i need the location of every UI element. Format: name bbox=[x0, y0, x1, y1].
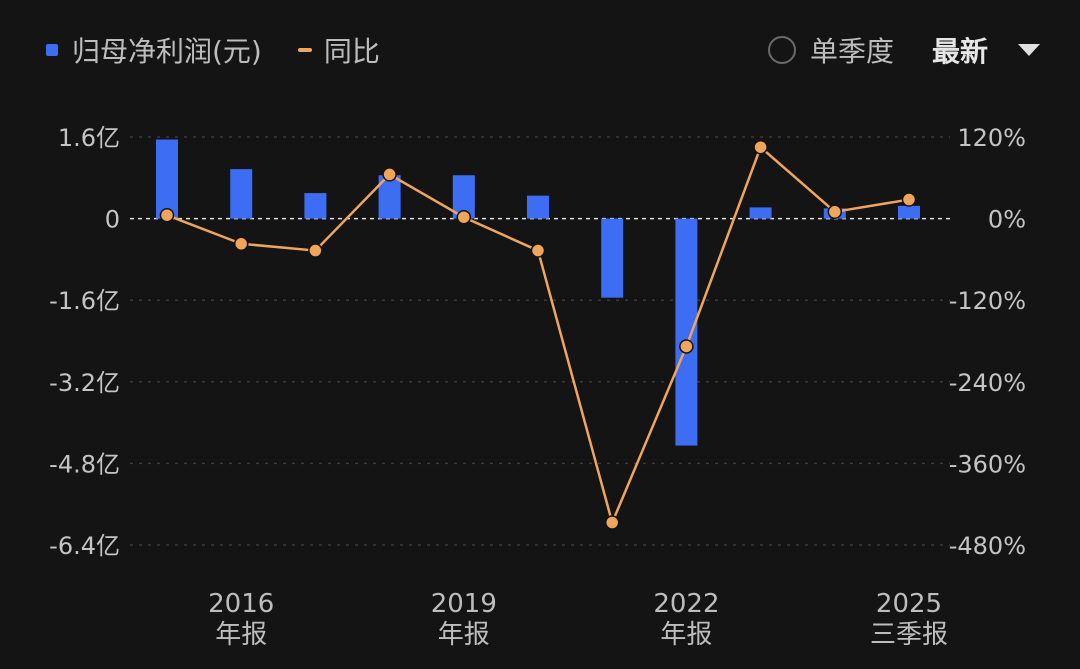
yoy-point bbox=[159, 207, 175, 223]
right-axis-tick: -360% bbox=[949, 450, 1026, 478]
bar bbox=[304, 193, 327, 219]
single-quarter-label[interactable]: 单季度 bbox=[809, 35, 894, 68]
legend: 归母净利润(元) 同比 bbox=[0, 28, 380, 72]
bar bbox=[156, 139, 178, 219]
x-axis-tick-period: 三季报 bbox=[870, 620, 948, 650]
bar bbox=[601, 218, 624, 298]
x-axis-tick-year: 2019 bbox=[431, 589, 497, 619]
x-axis-tick-year: 2025 bbox=[876, 589, 942, 619]
yoy-point bbox=[827, 204, 843, 220]
legend-line-label: 同比 bbox=[323, 35, 380, 68]
yoy-point bbox=[753, 139, 768, 155]
yoy-point bbox=[604, 515, 620, 530]
yoy-point bbox=[382, 167, 397, 182]
x-axis-tick-period: 年报 bbox=[438, 620, 490, 650]
period-dropdown-label[interactable]: 最新 bbox=[931, 35, 988, 68]
left-axis-tick: -4.8亿 bbox=[49, 450, 120, 478]
legend-bar-item: 归母净利润(元) bbox=[0, 30, 262, 70]
left-axis-tick: -1.6亿 bbox=[49, 287, 120, 315]
yoy-point bbox=[679, 339, 694, 354]
legend-bar-label: 归母净利润(元) bbox=[72, 35, 262, 68]
left-axis-tick: 0 bbox=[105, 206, 120, 234]
yoy-point bbox=[308, 243, 323, 258]
bar bbox=[527, 195, 549, 219]
right-axis-tick: 120% bbox=[957, 124, 1026, 152]
bar bbox=[675, 218, 698, 446]
period-dropdown[interactable]: 最新 bbox=[932, 30, 1040, 70]
x-axis-tick-period: 年报 bbox=[660, 620, 712, 650]
bar bbox=[230, 169, 253, 219]
chart-controls: 单季度 最新 bbox=[767, 28, 1040, 72]
bar-swatch-icon bbox=[46, 44, 58, 56]
bar bbox=[898, 205, 920, 219]
right-axis-tick: -120% bbox=[949, 287, 1026, 315]
x-axis-tick-year: 2022 bbox=[653, 589, 719, 619]
yoy-point bbox=[530, 243, 546, 258]
x-axis-tick-year: 2016 bbox=[208, 589, 274, 619]
bar bbox=[749, 207, 772, 219]
left-axis-tick: -6.4亿 bbox=[49, 532, 120, 560]
single-quarter-radio[interactable] bbox=[767, 36, 796, 64]
left-axis-tick: 1.6亿 bbox=[58, 124, 120, 152]
bar bbox=[378, 175, 401, 219]
right-axis-tick: 0% bbox=[988, 206, 1026, 234]
yoy-point bbox=[456, 209, 472, 225]
left-axis-tick: -3.2亿 bbox=[49, 369, 120, 397]
chevron-down-icon[interactable] bbox=[1018, 44, 1040, 56]
line-swatch-icon bbox=[297, 48, 312, 52]
right-axis-tick: -240% bbox=[949, 369, 1026, 397]
x-axis-tick-period: 年报 bbox=[215, 620, 267, 650]
yoy-point bbox=[901, 192, 917, 207]
legend-line-item: 同比 bbox=[262, 30, 380, 70]
bar bbox=[452, 175, 475, 219]
yoy-point bbox=[233, 236, 249, 252]
right-axis-tick: -480% bbox=[949, 532, 1026, 560]
